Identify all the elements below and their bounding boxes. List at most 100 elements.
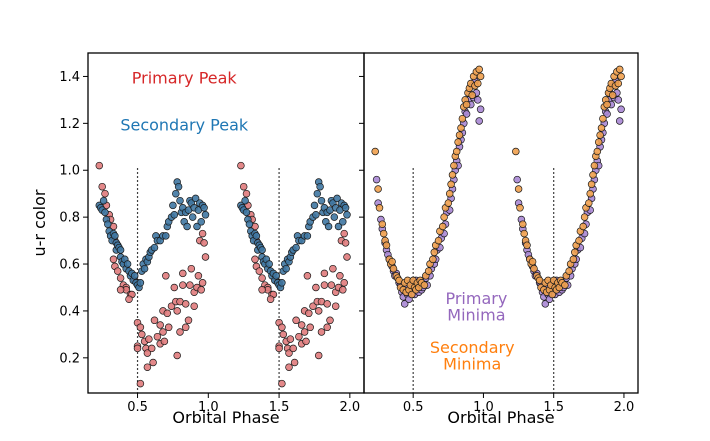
primary-peak-point [251, 255, 259, 264]
primary-peak-point [303, 272, 312, 280]
primary-minima-point [513, 175, 521, 184]
primary-peak-point [184, 316, 193, 325]
secondary-minima-point [585, 199, 593, 207]
secondary-minima-point [608, 91, 617, 99]
right-panel: 0.5 1.0 1.5 2.0 PrimaryMinimaSecondaryMinim… [359, 52, 639, 427]
secondary-minima-point [530, 264, 538, 273]
primary-minima-point [617, 105, 625, 114]
primary-peak-point [136, 323, 145, 332]
primary-peak-point [186, 281, 194, 289]
primary-peak-point [173, 307, 181, 315]
primary-peak-point [163, 309, 172, 318]
primary-peak-point [305, 309, 313, 318]
secondary-minima-point [447, 180, 455, 189]
secondary-minima-point [599, 114, 607, 123]
primary-peak-point [149, 358, 157, 367]
secondary-minima-point [528, 257, 537, 266]
secondary-minima-point [440, 213, 448, 221]
primary-peak-point [200, 239, 208, 247]
secondary-minima-point [420, 281, 429, 289]
x-tick-label: 2.0 [614, 400, 635, 415]
primary-peak-point [109, 255, 118, 264]
primary-peak-point [198, 279, 207, 287]
secondary-minima-point [587, 180, 596, 189]
primary-minima-point [400, 300, 409, 308]
left-points [95, 161, 351, 388]
secondary-minima-point [597, 124, 606, 132]
x-tick-label: 1.0 [198, 400, 219, 415]
primary-minima-point [476, 105, 485, 114]
primary-peak-point [173, 351, 181, 360]
primary-peak-point [279, 330, 288, 339]
y-tick-label: 0.4 [59, 304, 80, 319]
secondary-minima-point [617, 72, 625, 81]
secondary-minima-point [445, 189, 454, 198]
secondary-peak-point [282, 264, 290, 273]
secondary-minima-point [450, 161, 458, 170]
primary-peak-point [156, 321, 164, 329]
secondary-peak-point [242, 208, 251, 217]
primary-peak-point [312, 283, 320, 292]
primary-peak-point [343, 253, 351, 261]
secondary-peak-point [272, 272, 280, 280]
primary-peak-point [143, 363, 152, 371]
primary-peak-point [314, 351, 323, 360]
secondary-peak-point [292, 243, 300, 252]
legend-label: Primary Peak [132, 68, 238, 87]
x-tick-label: 2.0 [340, 400, 361, 415]
secondary-peak-point [201, 211, 210, 219]
secondary-peak-point [176, 196, 184, 205]
x-tick-label: 1.5 [269, 400, 290, 415]
secondary-peak-point [316, 182, 324, 191]
secondary-minima-point [614, 79, 623, 88]
secondary-minima-point [448, 171, 457, 179]
secondary-minima-point [457, 124, 465, 132]
primary-peak-point [133, 344, 142, 353]
x-tick-label: 0.5 [127, 400, 148, 415]
secondary-minima-point [575, 236, 583, 245]
secondary-peak-point [333, 194, 341, 203]
primary-peak-point [181, 300, 190, 308]
primary-peak-point [285, 349, 293, 357]
secondary-minima-point [462, 100, 471, 109]
primary-peak-point [101, 189, 109, 198]
primary-peak-point [297, 321, 306, 329]
secondary-minima-point [475, 65, 483, 74]
secondary-minima-point [429, 255, 437, 264]
secondary-peak-point [183, 222, 191, 231]
primary-peak-point [327, 281, 336, 289]
secondary-peak-point [258, 246, 266, 254]
left-y-axis: 0.2 0.4 0.6 0.8 1.0 1.2 1.4 [59, 70, 88, 366]
primary-minima-point [474, 96, 482, 104]
primary-peak-point [194, 272, 203, 280]
secondary-minima-point [424, 267, 433, 275]
primary-peak-point [181, 323, 190, 332]
primary-peak-point [278, 379, 286, 388]
secondary-minima-point [452, 147, 461, 156]
secondary-peak-point [317, 196, 326, 205]
secondary-peak-point [111, 232, 119, 240]
primary-minima-point [603, 110, 611, 118]
secondary-minima-point [520, 229, 528, 238]
primary-peak-point [179, 281, 187, 289]
secondary-minima-point [389, 264, 398, 273]
secondary-peak-point [313, 189, 322, 198]
secondary-minima-point [594, 138, 603, 146]
primary-peak-point [302, 337, 310, 346]
primary-peak-point [98, 182, 106, 191]
secondary-peak-point [169, 201, 177, 210]
primary-peak-point [136, 379, 145, 388]
secondary-minima-point [434, 236, 443, 245]
primary-peak-point [326, 316, 334, 325]
secondary-peak-point [99, 196, 108, 205]
secondary-peak-point [101, 208, 109, 217]
secondary-peak-point [265, 260, 273, 268]
legend-label: Secondary [430, 338, 515, 357]
primary-peak-point [113, 267, 122, 275]
left-annotations: Primary Peak Secondary Peak [120, 68, 249, 134]
secondary-minima-point [603, 100, 611, 109]
secondary-peak-point [130, 272, 139, 280]
secondary-minima-point [474, 79, 482, 88]
secondary-minima-point [519, 220, 527, 228]
secondary-minima-point [379, 229, 388, 238]
